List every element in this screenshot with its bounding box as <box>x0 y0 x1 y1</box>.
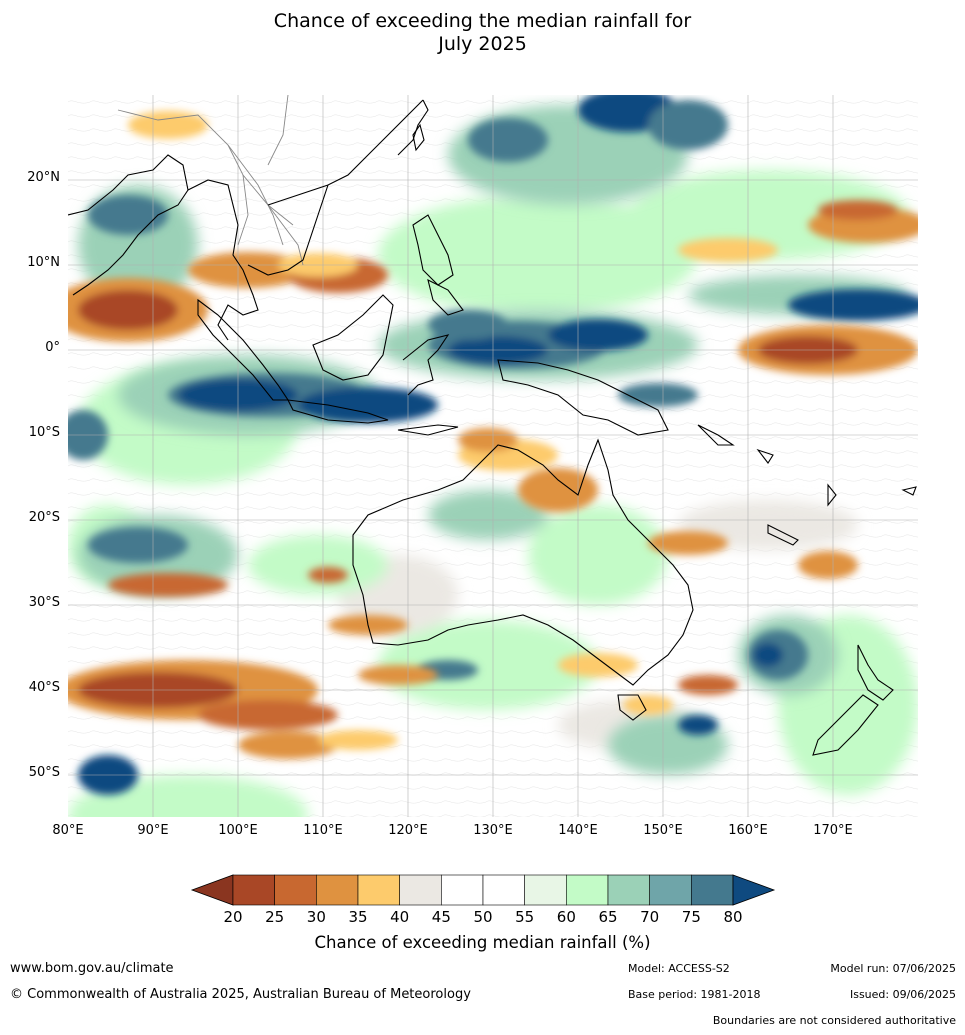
colorbar-tick-label: 35 <box>348 908 368 926</box>
lon-label-170e: 170°E <box>813 823 853 838</box>
rainfall-probability-map <box>68 95 918 817</box>
lat-label-0: 0° <box>45 340 60 355</box>
colorbar-under-arrow <box>190 874 234 906</box>
colorbar-cell <box>274 874 317 906</box>
lat-label-10n: 10°N <box>27 255 60 270</box>
copyright-notice: © Commonwealth of Australia 2025, Austra… <box>10 987 471 1002</box>
lat-label-50s: 50°S <box>28 765 60 780</box>
boundaries-disclaimer: Boundaries are not considered authoritat… <box>712 1014 956 1027</box>
colorbar-cell <box>316 874 359 906</box>
lat-label-10s: 10°S <box>28 425 60 440</box>
country-borders <box>117 95 304 266</box>
colorbar-tick-label: 70 <box>640 908 660 926</box>
model-name: Model: ACCESS-S2 <box>628 962 730 975</box>
lon-label-120e: 120°E <box>388 823 428 838</box>
graticule <box>68 95 918 817</box>
colorbar-cell <box>524 874 567 906</box>
chart-title: Chance of exceeding the median rainfall … <box>0 10 965 56</box>
lon-label-130e: 130°E <box>473 823 513 838</box>
lat-label-20s: 20°S <box>28 510 60 525</box>
colorbar-cell <box>691 874 734 906</box>
very-wet-areas <box>68 95 918 795</box>
coastlines <box>68 99 917 756</box>
lon-label-80e: 80°E <box>52 823 84 838</box>
colorbar-tick-label: 25 <box>265 908 285 926</box>
colorbar-cell <box>566 874 609 906</box>
colorbar-tick-label: 60 <box>556 908 576 926</box>
model-run-date: Model run: 07/06/2025 <box>830 962 956 975</box>
lat-label-40s: 40°S <box>28 680 60 695</box>
lon-label-160e: 160°E <box>728 823 768 838</box>
colorbar-cell <box>399 874 442 906</box>
colorbar-tick-label: 40 <box>390 908 410 926</box>
colorbar-tick-label: 30 <box>306 908 326 926</box>
lon-label-140e: 140°E <box>558 823 598 838</box>
base-period: Base period: 1981-2018 <box>628 988 761 1001</box>
lon-label-90e: 90°E <box>137 823 169 838</box>
colorbar-cell <box>482 874 525 906</box>
colorbar-cell <box>357 874 400 906</box>
lon-label-110e: 110°E <box>303 823 343 838</box>
colorbar <box>190 874 776 906</box>
colorbar-tick-label: 80 <box>723 908 743 926</box>
colorbar-over-arrow <box>732 874 776 906</box>
lon-label-150e: 150°E <box>643 823 683 838</box>
lon-label-100e: 100°E <box>218 823 258 838</box>
colorbar-tick-label: 20 <box>223 908 243 926</box>
colorbar-tick-label: 65 <box>598 908 618 926</box>
colorbar-label: Chance of exceeding median rainfall (%) <box>314 933 651 952</box>
colorbar-tick-label: 55 <box>515 908 535 926</box>
colorbar-cell <box>441 874 484 906</box>
colorbar-tick-label: 50 <box>473 908 493 926</box>
colorbar-tick-label: 45 <box>431 908 451 926</box>
map-svg <box>68 95 918 817</box>
website-url: www.bom.gov.au/climate <box>10 961 174 976</box>
title-line-2: July 2025 <box>438 33 527 55</box>
colorbar-cell <box>649 874 692 906</box>
lat-label-20n: 20°N <box>27 170 60 185</box>
colorbar-cell <box>607 874 650 906</box>
lat-label-30s: 30°S <box>28 595 60 610</box>
title-line-1: Chance of exceeding the median rainfall … <box>273 10 692 32</box>
colorbar-tick-label: 75 <box>681 908 701 926</box>
issued-date: Issued: 09/06/2025 <box>849 988 956 1001</box>
colorbar-cell <box>232 874 275 906</box>
